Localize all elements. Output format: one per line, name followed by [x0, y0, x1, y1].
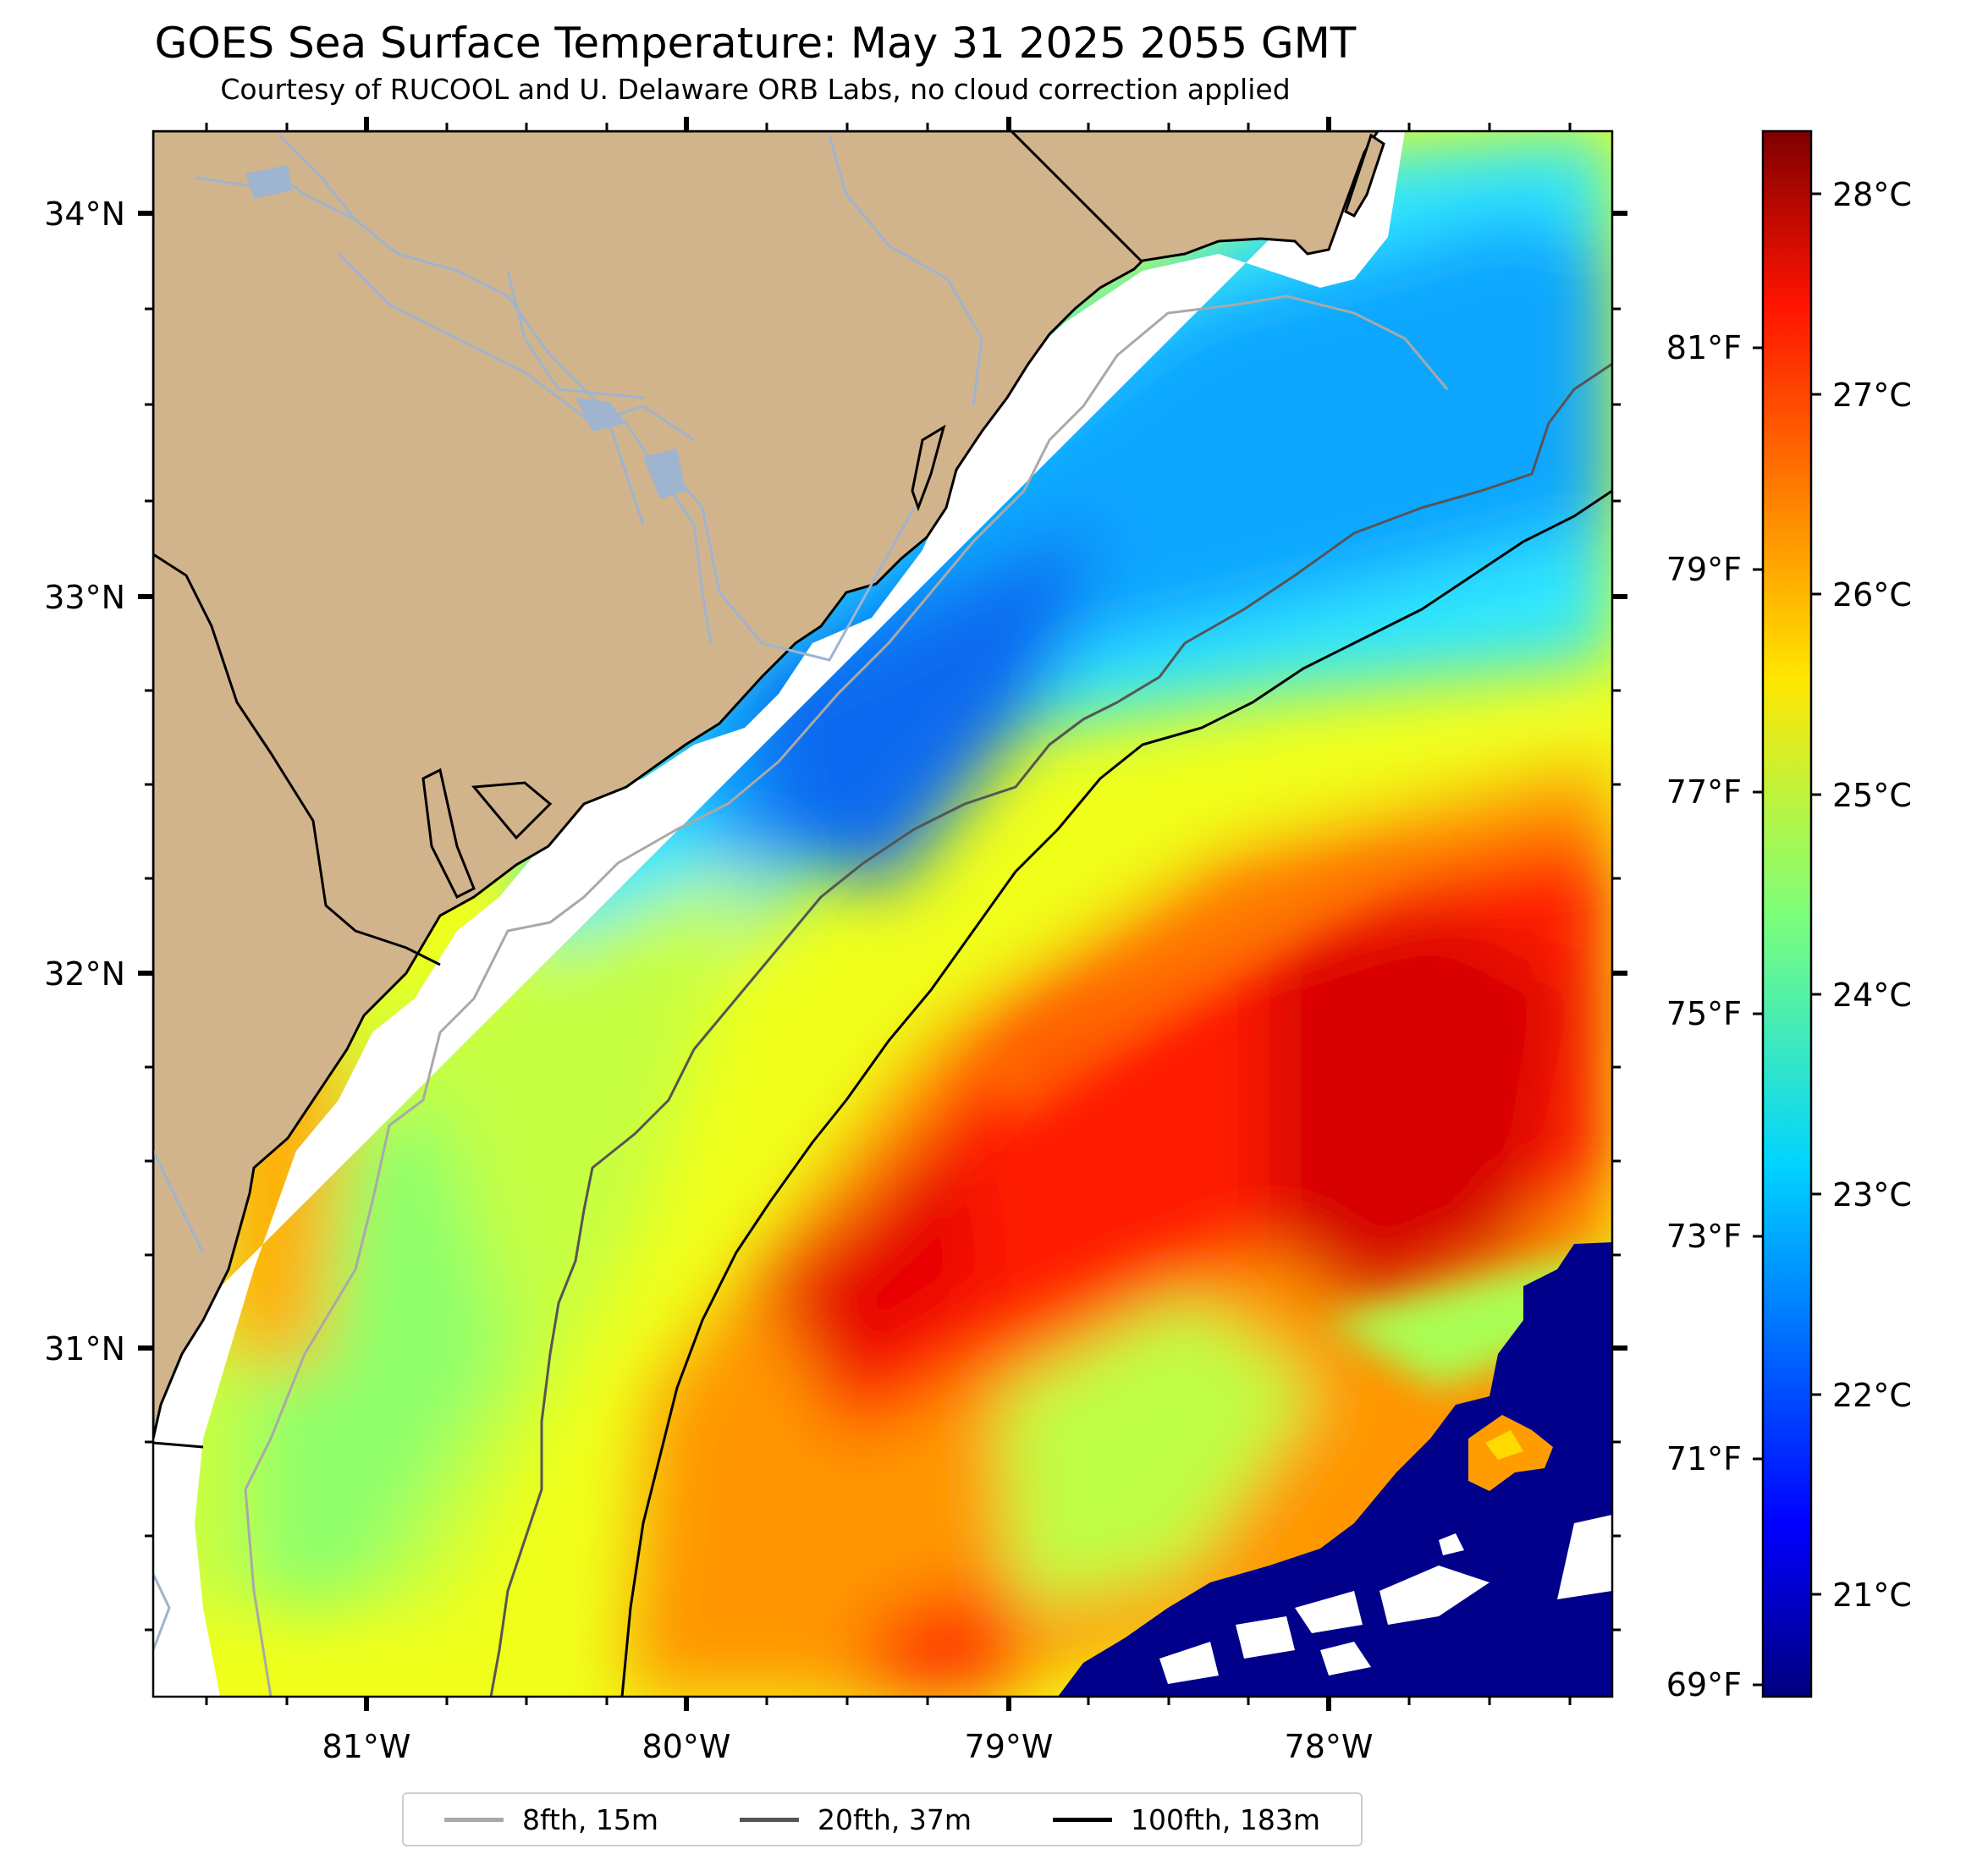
legend-label: 8fth, 15m: [521, 1802, 658, 1836]
celsius-label: 28°C: [1832, 176, 1912, 213]
lon-label: 79°W: [965, 1728, 1054, 1765]
celsius-label: 24°C: [1832, 977, 1912, 1014]
legend-label: 20fth, 37m: [817, 1802, 972, 1836]
coastal-islands: [421, 133, 1385, 900]
legend-item-20fth: 20fth, 37m: [739, 1802, 972, 1836]
celsius-label: 22°C: [1832, 1377, 1912, 1414]
lat-label: 34°N: [44, 195, 125, 233]
isobath-legend: 8fth, 15m 20fth, 37m 100fth, 183m: [402, 1792, 1363, 1846]
lon-label: 78°W: [1285, 1728, 1374, 1765]
celsius-label: 26°C: [1832, 576, 1912, 614]
lon-label: 80°W: [642, 1728, 731, 1765]
lat-label: 32°N: [44, 955, 125, 993]
isobaths: [244, 294, 1612, 1697]
legend-item-8fth: 8fth, 15m: [443, 1802, 658, 1836]
fahrenheit-labels: 81°F 79°F 77°F 75°F 73°F 71°F 69°F: [1666, 329, 1742, 1703]
isobath-8fth: [244, 294, 1449, 1697]
no-data-holes: [1159, 1515, 1612, 1684]
fahrenheit-label: 81°F: [1666, 329, 1742, 366]
map-subtitle: Courtesy of RUCOOL and U. Delaware ORB L…: [220, 73, 1291, 106]
fahrenheit-ticks: [1753, 346, 1763, 1687]
isobath-100fth: [620, 489, 1612, 1697]
fahrenheit-label: 75°F: [1666, 995, 1742, 1032]
celsius-ticks: [1811, 192, 1821, 1596]
colorbar: [1761, 129, 1813, 1698]
fahrenheit-label: 69°F: [1666, 1666, 1742, 1703]
lat-label: 31°N: [44, 1330, 125, 1367]
isobath-20fth: [489, 362, 1612, 1697]
celsius-label: 27°C: [1832, 377, 1912, 414]
lat-label: 33°N: [44, 579, 125, 616]
minor-ticks: [145, 123, 1621, 1705]
state-borders: [153, 131, 1144, 1449]
fahrenheit-label: 77°F: [1666, 773, 1742, 811]
celsius-label: 25°C: [1832, 777, 1912, 814]
sst-plot-area: [153, 131, 1612, 1697]
celsius-label: 21°C: [1832, 1577, 1912, 1614]
lakes: [245, 165, 686, 499]
land-mass: [153, 131, 1379, 1439]
legend-line-swatch: [1052, 1817, 1112, 1822]
legend-label: 100fth, 183m: [1130, 1802, 1320, 1836]
rivers: [153, 134, 983, 1651]
major-ticks: [138, 117, 1627, 1711]
celsius-labels: 28°C 27°C 26°C 25°C 24°C 23°C 22°C 21°C: [1832, 176, 1912, 1614]
lon-label: 81°W: [322, 1728, 411, 1765]
map-title: GOES Sea Surface Temperature: May 31 202…: [154, 19, 1357, 68]
plot-frame: [151, 129, 1614, 1698]
legend-line-swatch: [443, 1817, 504, 1822]
legend-item-100fth: 100fth, 183m: [1052, 1802, 1320, 1836]
celsius-label: 23°C: [1832, 1176, 1912, 1213]
fahrenheit-label: 79°F: [1666, 551, 1742, 588]
fahrenheit-label: 73°F: [1666, 1218, 1742, 1255]
legend-line-swatch: [739, 1817, 799, 1822]
longitude-labels: 81°W 80°W 79°W 78°W: [322, 1728, 1374, 1765]
fahrenheit-label: 71°F: [1666, 1440, 1742, 1478]
latitude-labels: 34°N 33°N 32°N 31°N: [44, 195, 125, 1367]
